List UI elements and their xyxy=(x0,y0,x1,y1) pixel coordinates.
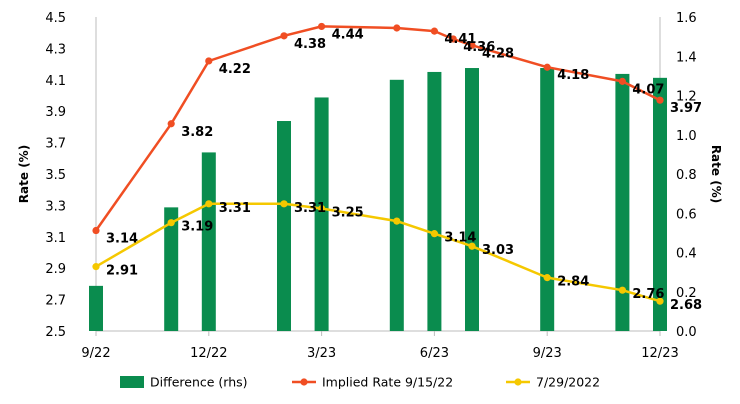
difference-bar xyxy=(201,152,216,331)
left-tick-label: 2.5 xyxy=(45,325,66,340)
legend-marker xyxy=(300,378,308,386)
july-rate-point xyxy=(280,200,288,208)
left-tick-label: 3.7 xyxy=(45,137,66,152)
x-tick-label: 9/23 xyxy=(533,346,562,361)
right-tick-label: 0.2 xyxy=(676,286,697,301)
implied-rate-point xyxy=(656,96,664,104)
data-label: 4.18 xyxy=(557,68,589,83)
right-tick-label: 0.4 xyxy=(676,247,697,262)
data-labels: 3.14 3.82 4.22 4.38 4.44 4.414.364.28 4.18 4.07… xyxy=(106,27,702,313)
rate-lines xyxy=(92,22,664,305)
data-label: 4.22 xyxy=(219,62,251,77)
data-label: 3.82 xyxy=(181,125,213,140)
x-tick-label: 3/23 xyxy=(307,346,336,361)
left-axis-ticks: 2.5 2.7 2.9 3.1 3.3 3.5 3.7 3.9 4.1 4.3 4.5 xyxy=(45,11,66,340)
legend-label: Difference (rhs) xyxy=(150,375,248,390)
data-label: 4.36 xyxy=(463,40,495,55)
implied-rate-point xyxy=(393,24,401,32)
x-tick-label: 9/22 xyxy=(81,346,110,361)
implied-rate-point xyxy=(205,57,213,65)
data-label: 3.03 xyxy=(482,243,514,258)
x-tick-label: 12/23 xyxy=(641,346,678,361)
data-label: 4.07 xyxy=(632,82,664,97)
july-rate-point xyxy=(430,230,438,238)
data-label: 4.38 xyxy=(294,37,326,52)
data-label: 2.91 xyxy=(106,264,138,279)
left-tick-label: 3.9 xyxy=(45,105,66,120)
left-tick-label: 2.7 xyxy=(45,294,66,309)
right-tick-label: 1.6 xyxy=(676,11,697,26)
difference-bar xyxy=(314,97,329,332)
difference-bar xyxy=(653,77,667,332)
difference-bar xyxy=(164,207,179,331)
difference-bars xyxy=(89,68,667,332)
legend-label: Implied Rate 9/15/22 xyxy=(322,375,453,390)
right-axis-ticks: 0.0 0.2 0.4 0.6 0.8 1.0 1.2 1.4 1.6 xyxy=(676,11,697,340)
left-tick-label: 2.9 xyxy=(45,262,66,277)
july-rate-point xyxy=(656,297,664,305)
left-tick-label: 4.5 xyxy=(45,11,66,26)
implied-rate-point xyxy=(618,77,627,85)
implied-rate-point xyxy=(468,41,476,49)
data-label: 3.31 xyxy=(294,201,326,216)
data-label: 2.76 xyxy=(632,287,664,302)
data-label: 4.41 xyxy=(444,32,476,47)
july-rate-point xyxy=(318,204,326,213)
right-tick-label: 1.0 xyxy=(676,129,697,144)
difference-bar xyxy=(427,71,442,331)
right-tick-label: 1.4 xyxy=(676,50,697,65)
data-label: 3.31 xyxy=(219,201,251,216)
july-rate-point xyxy=(393,217,401,225)
implied-rate-point xyxy=(280,32,288,40)
july-rate-point xyxy=(468,242,476,250)
left-tick-label: 3.1 xyxy=(45,231,66,246)
data-label: 3.25 xyxy=(332,206,364,221)
left-tick-label: 4.1 xyxy=(45,74,66,89)
implied-rate-line xyxy=(94,25,661,232)
july-rate-point xyxy=(92,263,100,271)
july-rate-point xyxy=(167,219,175,227)
difference-bar xyxy=(89,285,103,331)
data-label: 3.14 xyxy=(106,232,138,247)
left-tick-label: 3.3 xyxy=(45,199,66,214)
implied-rate-point xyxy=(318,22,326,31)
difference-bar xyxy=(389,79,404,331)
x-tick-label: 12/22 xyxy=(190,346,227,361)
legend-marker xyxy=(514,378,522,386)
legend-label: 7/29/2022 xyxy=(536,375,600,390)
implied-rate-point xyxy=(543,63,551,71)
legend: Difference (rhs) Implied Rate 9/15/22 7/29… xyxy=(120,375,600,390)
implied-rate-point xyxy=(449,35,457,43)
difference-bar xyxy=(277,121,291,331)
legend-bar-swatch xyxy=(120,376,144,388)
july-rate-point xyxy=(618,286,627,294)
difference-bar xyxy=(540,68,555,332)
data-label: 3.14 xyxy=(444,231,476,246)
data-label: 3.19 xyxy=(181,220,213,235)
data-label: 4.44 xyxy=(332,27,364,42)
left-tick-label: 3.5 xyxy=(45,168,66,183)
right-axis-title: Rate (%) xyxy=(709,145,723,203)
data-label: 2.68 xyxy=(670,298,702,313)
right-tick-label: 0.0 xyxy=(676,325,697,340)
right-tick-label: 0.6 xyxy=(676,207,697,222)
x-axis-ticks: 9/22 12/22 3/23 6/23 9/23 12/23 xyxy=(81,331,679,361)
implied-rate-point xyxy=(92,226,100,235)
july-rate-point xyxy=(205,200,213,208)
data-label: 4.28 xyxy=(482,46,514,61)
july-rate-point xyxy=(543,274,551,282)
implied-rate-point xyxy=(430,27,438,35)
left-axis-title: Rate (%) xyxy=(17,145,31,203)
implied-rate-point xyxy=(167,120,175,128)
difference-bar xyxy=(615,73,630,331)
right-tick-label: 0.8 xyxy=(676,168,697,183)
data-label: 3.97 xyxy=(670,101,702,116)
x-tick-label: 6/23 xyxy=(420,346,449,361)
difference-bar xyxy=(465,68,479,332)
data-label: 2.84 xyxy=(557,275,589,290)
left-tick-label: 4.3 xyxy=(45,42,66,57)
right-tick-label: 1.2 xyxy=(676,90,697,105)
